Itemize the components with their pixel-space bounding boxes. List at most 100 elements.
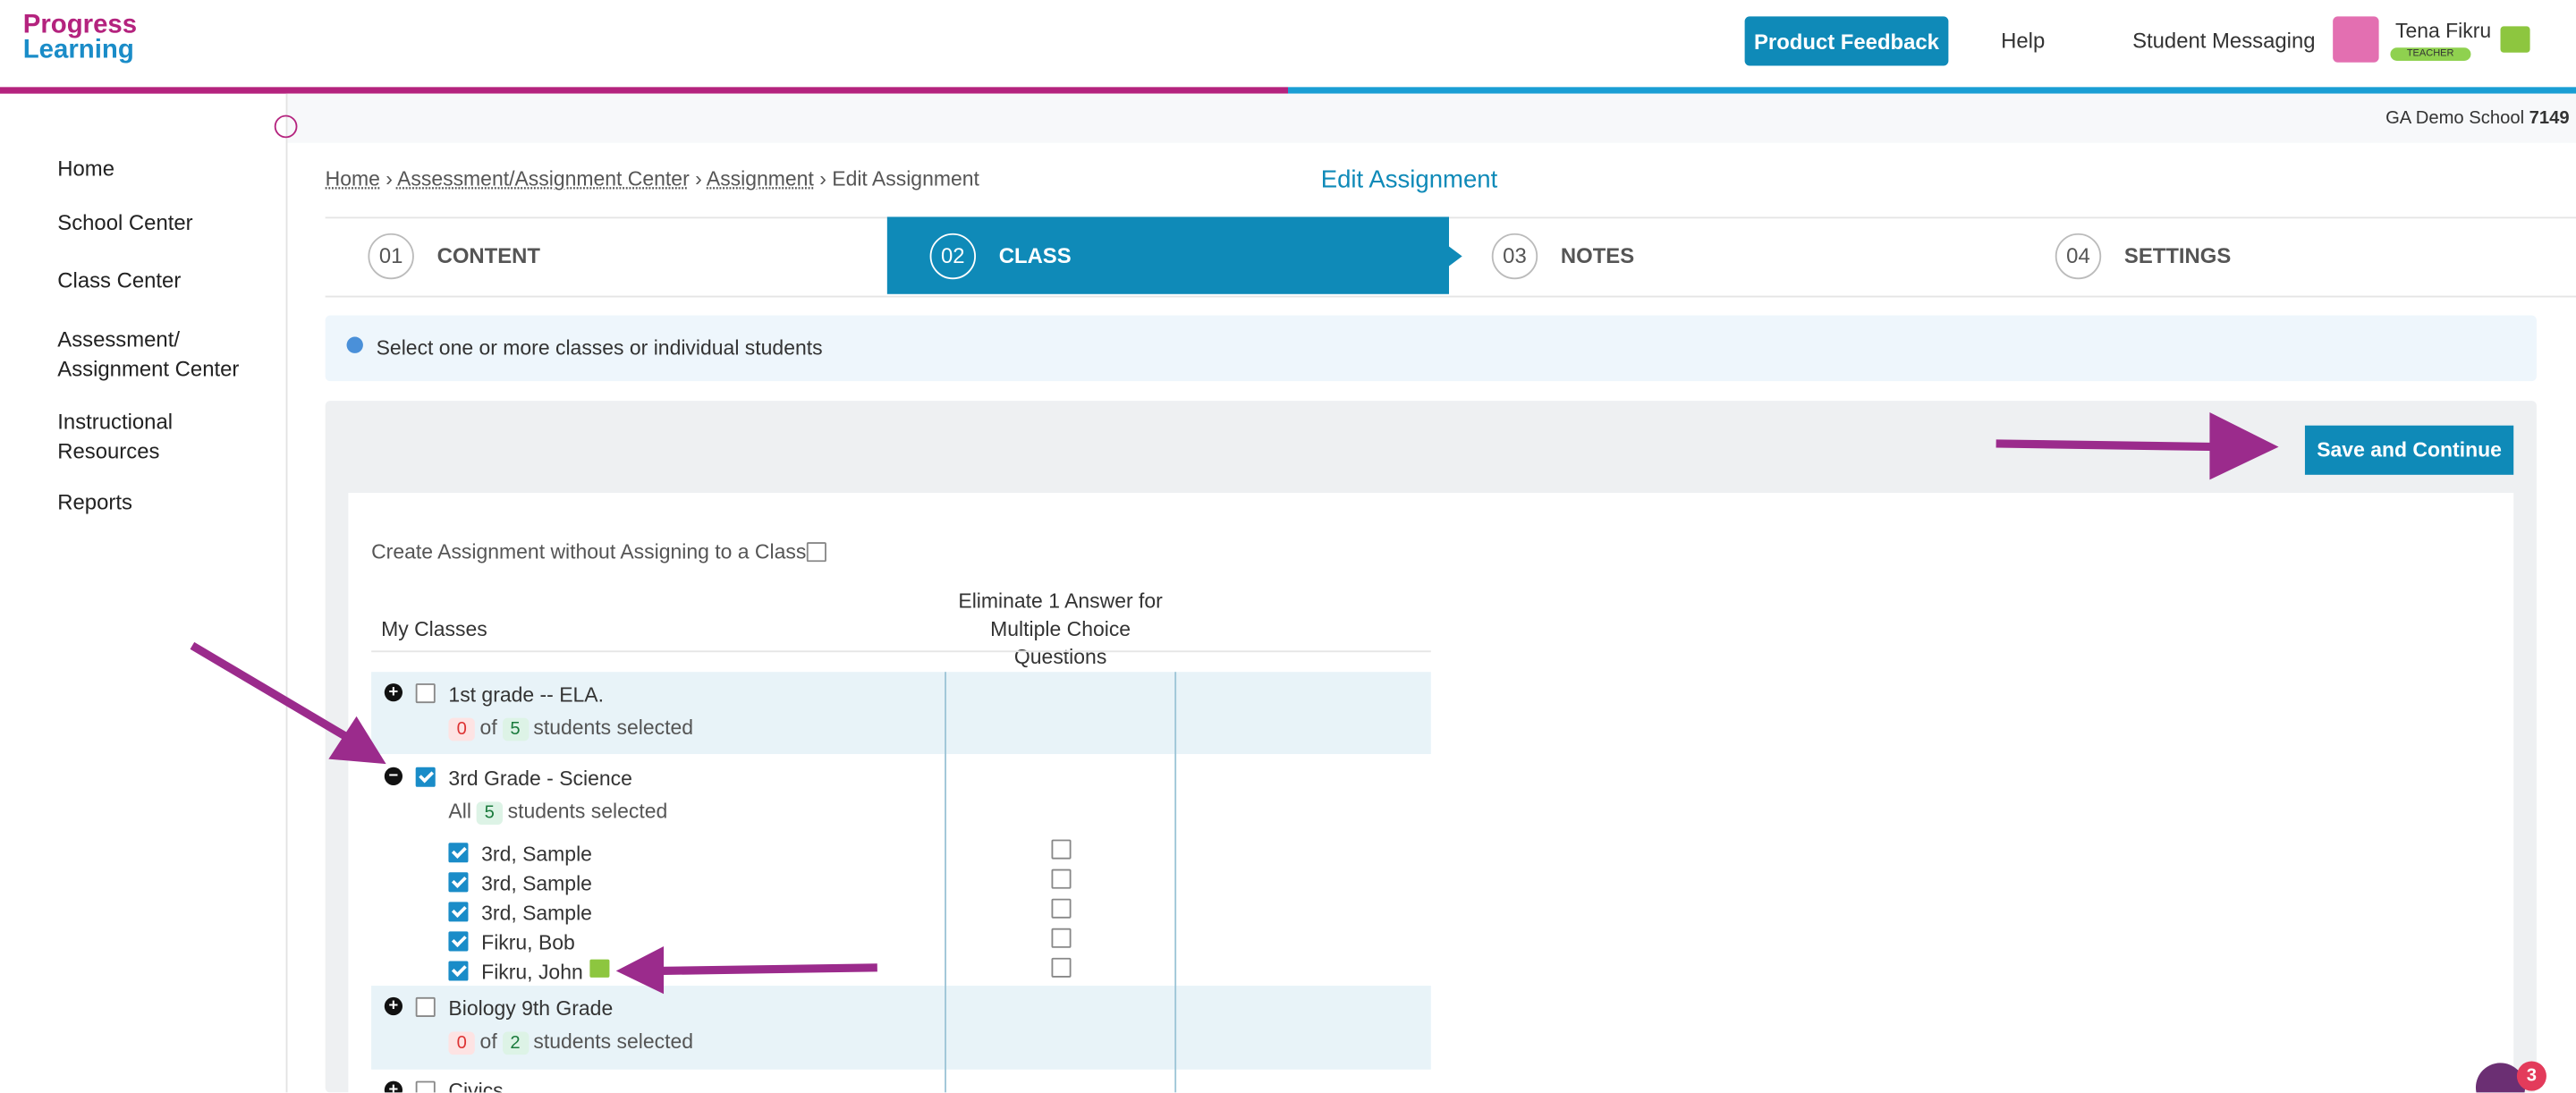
notification-badge: 3	[2516, 1061, 2546, 1091]
text: students selected	[507, 800, 668, 824]
expand-button[interactable]: +	[384, 683, 403, 702]
step-number: 04	[2055, 232, 2102, 279]
checkbox[interactable]	[415, 1080, 436, 1093]
student-name: 3rd, Sample	[481, 843, 592, 866]
info-text: Select one or more classes or individual…	[376, 336, 823, 360]
arrows	[190, 412, 2279, 995]
count: 5	[476, 801, 504, 826]
checkbox[interactable]	[1051, 839, 1072, 860]
text: All	[448, 800, 471, 824]
help-menu[interactable]: Help	[2001, 28, 2046, 53]
feedback-button[interactable]: Product Feedback	[1744, 16, 1949, 66]
arrow-head	[328, 716, 386, 765]
checkbox[interactable]	[448, 872, 469, 893]
arrow-shaft	[657, 963, 877, 976]
student-name: Fikru, John	[481, 961, 583, 985]
checkbox[interactable]	[448, 843, 469, 863]
crumb[interactable]: Assignment	[706, 167, 814, 191]
checkbox[interactable]	[448, 961, 469, 981]
checkbox[interactable]	[1051, 928, 1072, 948]
collapse-button[interactable]	[274, 114, 298, 139]
crumb: Edit Assignment	[832, 167, 979, 191]
logo-line: Learning	[22, 36, 134, 64]
count: 2	[502, 1031, 529, 1055]
info-box	[325, 315, 2537, 382]
class-count: 0 of 5 students selected	[448, 716, 693, 741]
class-name: Civics	[448, 1079, 504, 1093]
nav-item[interactable]: Instructional Resources	[57, 409, 174, 463]
student-name: Fikru, Bob	[481, 931, 575, 955]
logo-line: Progress	[22, 11, 138, 40]
text: of	[479, 1029, 497, 1054]
column-header: My Classes	[381, 617, 487, 641]
step-number: 01	[368, 232, 414, 279]
step-label: NOTES	[1560, 242, 1635, 268]
column-line	[945, 672, 946, 1093]
step[interactable]: 03 NOTES	[1449, 216, 2011, 293]
header-bar	[0, 87, 1289, 94]
info-icon	[346, 336, 363, 353]
class-name: 3rd Grade - Science	[448, 767, 632, 791]
column-line	[1174, 672, 1177, 1093]
arrow-shaft	[190, 641, 348, 740]
crumb[interactable]: Assessment/Assignment Center	[397, 167, 690, 191]
arrow-shaft	[1996, 439, 2218, 452]
class-row	[371, 986, 1431, 1070]
checkbox[interactable]	[448, 931, 469, 952]
step-label: CONTENT	[436, 242, 540, 268]
avatar[interactable]	[2333, 16, 2379, 63]
school: GA Demo School 7149	[2385, 108, 2570, 128]
no-class-label: Create Assignment without Assigning to a…	[371, 540, 807, 564]
nav-item[interactable]: Class Center	[57, 267, 182, 292]
nav-item[interactable]: Home	[57, 156, 114, 182]
header-bar	[1288, 87, 2576, 94]
nav-item[interactable]: School Center	[57, 210, 193, 235]
text: of	[479, 716, 497, 740]
messaging-link[interactable]: Student Messaging	[2132, 28, 2316, 53]
step-number: 03	[1491, 232, 1538, 279]
classroom-icon	[589, 959, 610, 978]
crumb[interactable]: Home	[325, 167, 380, 191]
school-bar	[287, 93, 2576, 143]
count: 0	[448, 717, 476, 741]
collapse-button[interactable]: −	[384, 767, 403, 785]
class-name: Biology 9th Grade	[448, 996, 614, 1021]
checkbox[interactable]	[806, 542, 826, 563]
checkbox[interactable]	[415, 996, 436, 1017]
class-row	[371, 672, 1431, 755]
breadcrumb: Home › Assessment/Assignment Center › As…	[325, 167, 979, 191]
school-id: 7149	[2529, 108, 2570, 129]
checkbox[interactable]	[448, 902, 469, 922]
step-number: 02	[929, 232, 977, 279]
expand-button[interactable]: +	[384, 996, 403, 1016]
classroom-icon	[2500, 26, 2530, 53]
page-title: Edit Assignment	[1320, 165, 1498, 194]
checkbox[interactable]	[1051, 868, 1072, 889]
class-count: All 5 students selected	[448, 800, 668, 826]
checkbox[interactable]	[1051, 898, 1072, 919]
user-name: Tena Fikru	[2394, 20, 2492, 43]
user-role: TEACHER	[2390, 47, 2470, 61]
school-name: GA Demo School	[2385, 108, 2525, 129]
checkbox[interactable]	[415, 767, 436, 787]
checkbox[interactable]	[1051, 957, 1072, 978]
text: students selected	[533, 716, 694, 740]
student-name: 3rd, Sample	[481, 872, 592, 896]
arrow-head	[615, 945, 665, 995]
save-button[interactable]: Save and Continue	[2304, 425, 2514, 475]
student-name: 3rd, Sample	[481, 902, 592, 926]
step-pointer	[1449, 246, 1462, 267]
nav-item[interactable]: Reports	[57, 489, 132, 514]
step[interactable]: 04 SETTINGS	[2012, 216, 2574, 293]
expand-button[interactable]: +	[384, 1080, 403, 1093]
step[interactable]: 01 CONTENT	[326, 216, 887, 293]
nav-item[interactable]: Assessment/ Assignment Center	[57, 326, 240, 382]
logo[interactable]: Progress Learning	[22, 11, 138, 64]
divider	[371, 650, 1431, 653]
class-count: 0 of 2 students selected	[448, 1030, 693, 1055]
step-active[interactable]: 02 CLASS	[886, 216, 1450, 294]
sidebar-border	[285, 93, 288, 1093]
step-label: SETTINGS	[2123, 242, 2232, 268]
checkbox[interactable]	[415, 683, 436, 704]
